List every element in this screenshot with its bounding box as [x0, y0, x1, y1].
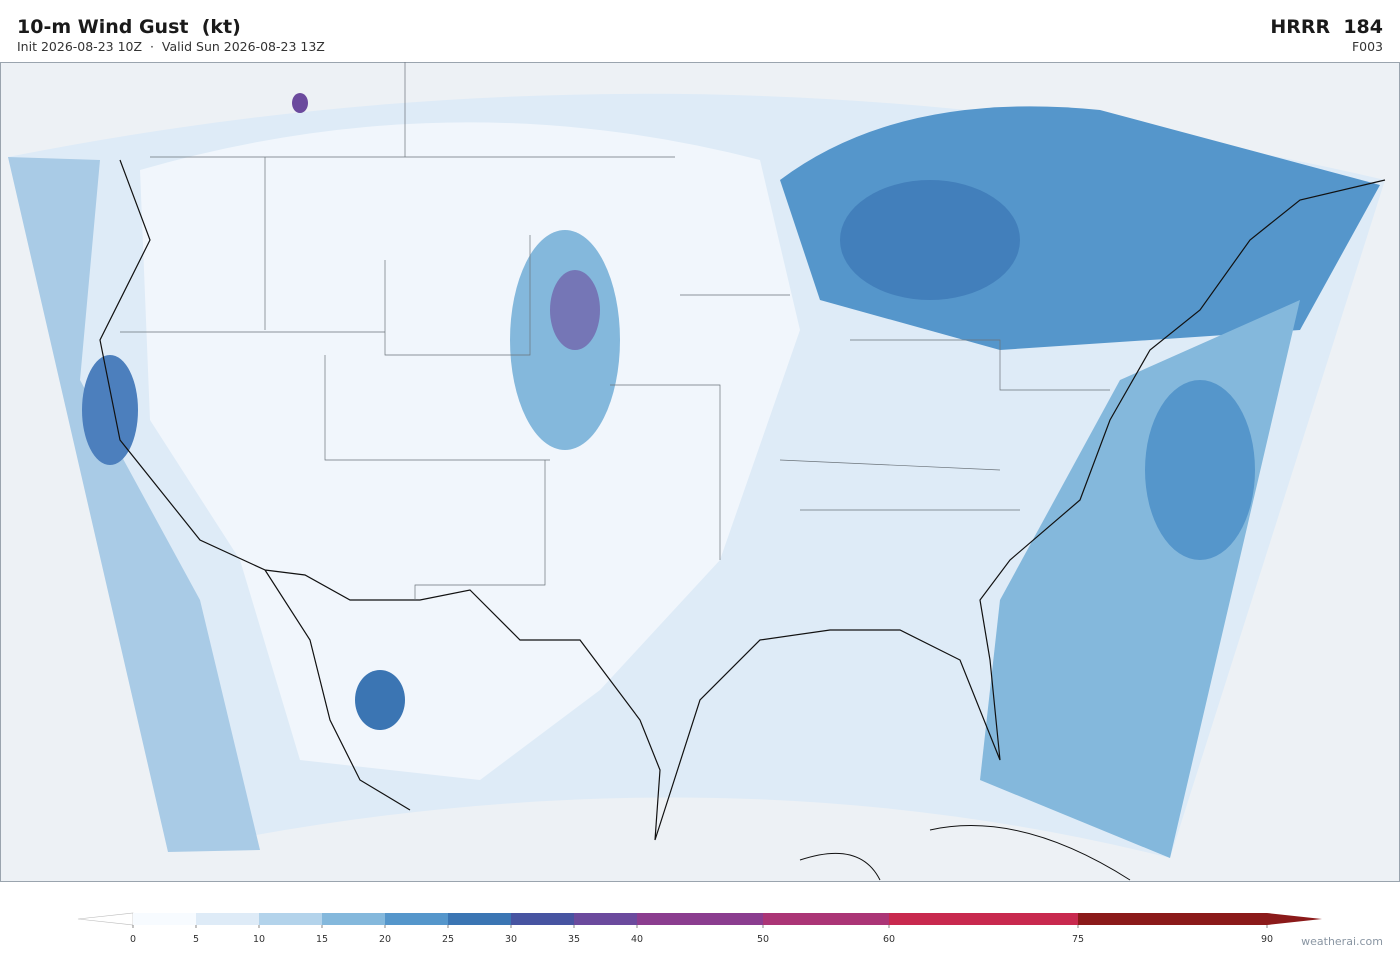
- colorbar-segment: [196, 913, 259, 925]
- field-lakes-core: [840, 180, 1020, 300]
- colorbar-tick-label: 5: [193, 934, 199, 945]
- watermark: weatherai.com: [1301, 935, 1383, 948]
- field-low: [140, 122, 800, 780]
- colorbar-segment: [763, 913, 889, 925]
- field-plains-core: [550, 270, 600, 350]
- model-name: HRRR 184: [1270, 16, 1383, 38]
- boundaries: [120, 62, 1110, 600]
- colorbar-tick-label: 50: [757, 934, 769, 945]
- colorbar-segment: [259, 913, 322, 925]
- field-pacific: [8, 157, 260, 852]
- field-rockies: [292, 93, 308, 113]
- colorbar-tick-label: 20: [379, 934, 391, 945]
- coastline: [99, 159, 1386, 841]
- colorbar-tick-label: 40: [631, 934, 643, 945]
- field-atlantic-core: [1145, 380, 1255, 560]
- colorbar-tick-label: 0: [130, 934, 136, 945]
- colorbar-segment: [385, 913, 448, 925]
- colorbar-tick-label: 30: [505, 934, 517, 945]
- title: 10-m Wind Gust (kt): [17, 16, 241, 38]
- colorbar-tick-label: 10: [253, 934, 265, 945]
- colorbar-segment: [448, 913, 511, 925]
- colorbar-segment: [511, 913, 574, 925]
- colorbar-segment: [322, 913, 385, 925]
- colorbar-tick-label: 60: [883, 934, 895, 945]
- forecast-hour: F003: [1351, 39, 1383, 54]
- field-gulf-ca: [355, 670, 405, 730]
- colorbar-tick-label: 25: [442, 934, 454, 945]
- colorbar-tick-label: 15: [316, 934, 328, 945]
- colorbar: 0 5 10 15 20 25 30 35 40 50 60 75 90: [77, 912, 1322, 945]
- colorbar-segment: [574, 913, 637, 925]
- colorbar-segment: [1078, 913, 1267, 925]
- colorbar-segment: [637, 913, 763, 925]
- colorbar-segment: [133, 913, 196, 925]
- colorbar-tick-label: 35: [568, 934, 580, 945]
- map: [0, 62, 1400, 882]
- colorbar-segment: [889, 913, 1078, 925]
- field-ca-coast: [82, 355, 138, 465]
- colorbar-tick-label: 75: [1072, 934, 1084, 945]
- colorbar-tick-label: 90: [1261, 934, 1273, 945]
- caribbean: [799, 825, 1131, 881]
- colorbar-under: [77, 912, 134, 926]
- subtitle: Init 2026-08-23 10Z · Valid Sun 2026-08-…: [17, 39, 325, 54]
- colorbar-over: [1267, 913, 1322, 925]
